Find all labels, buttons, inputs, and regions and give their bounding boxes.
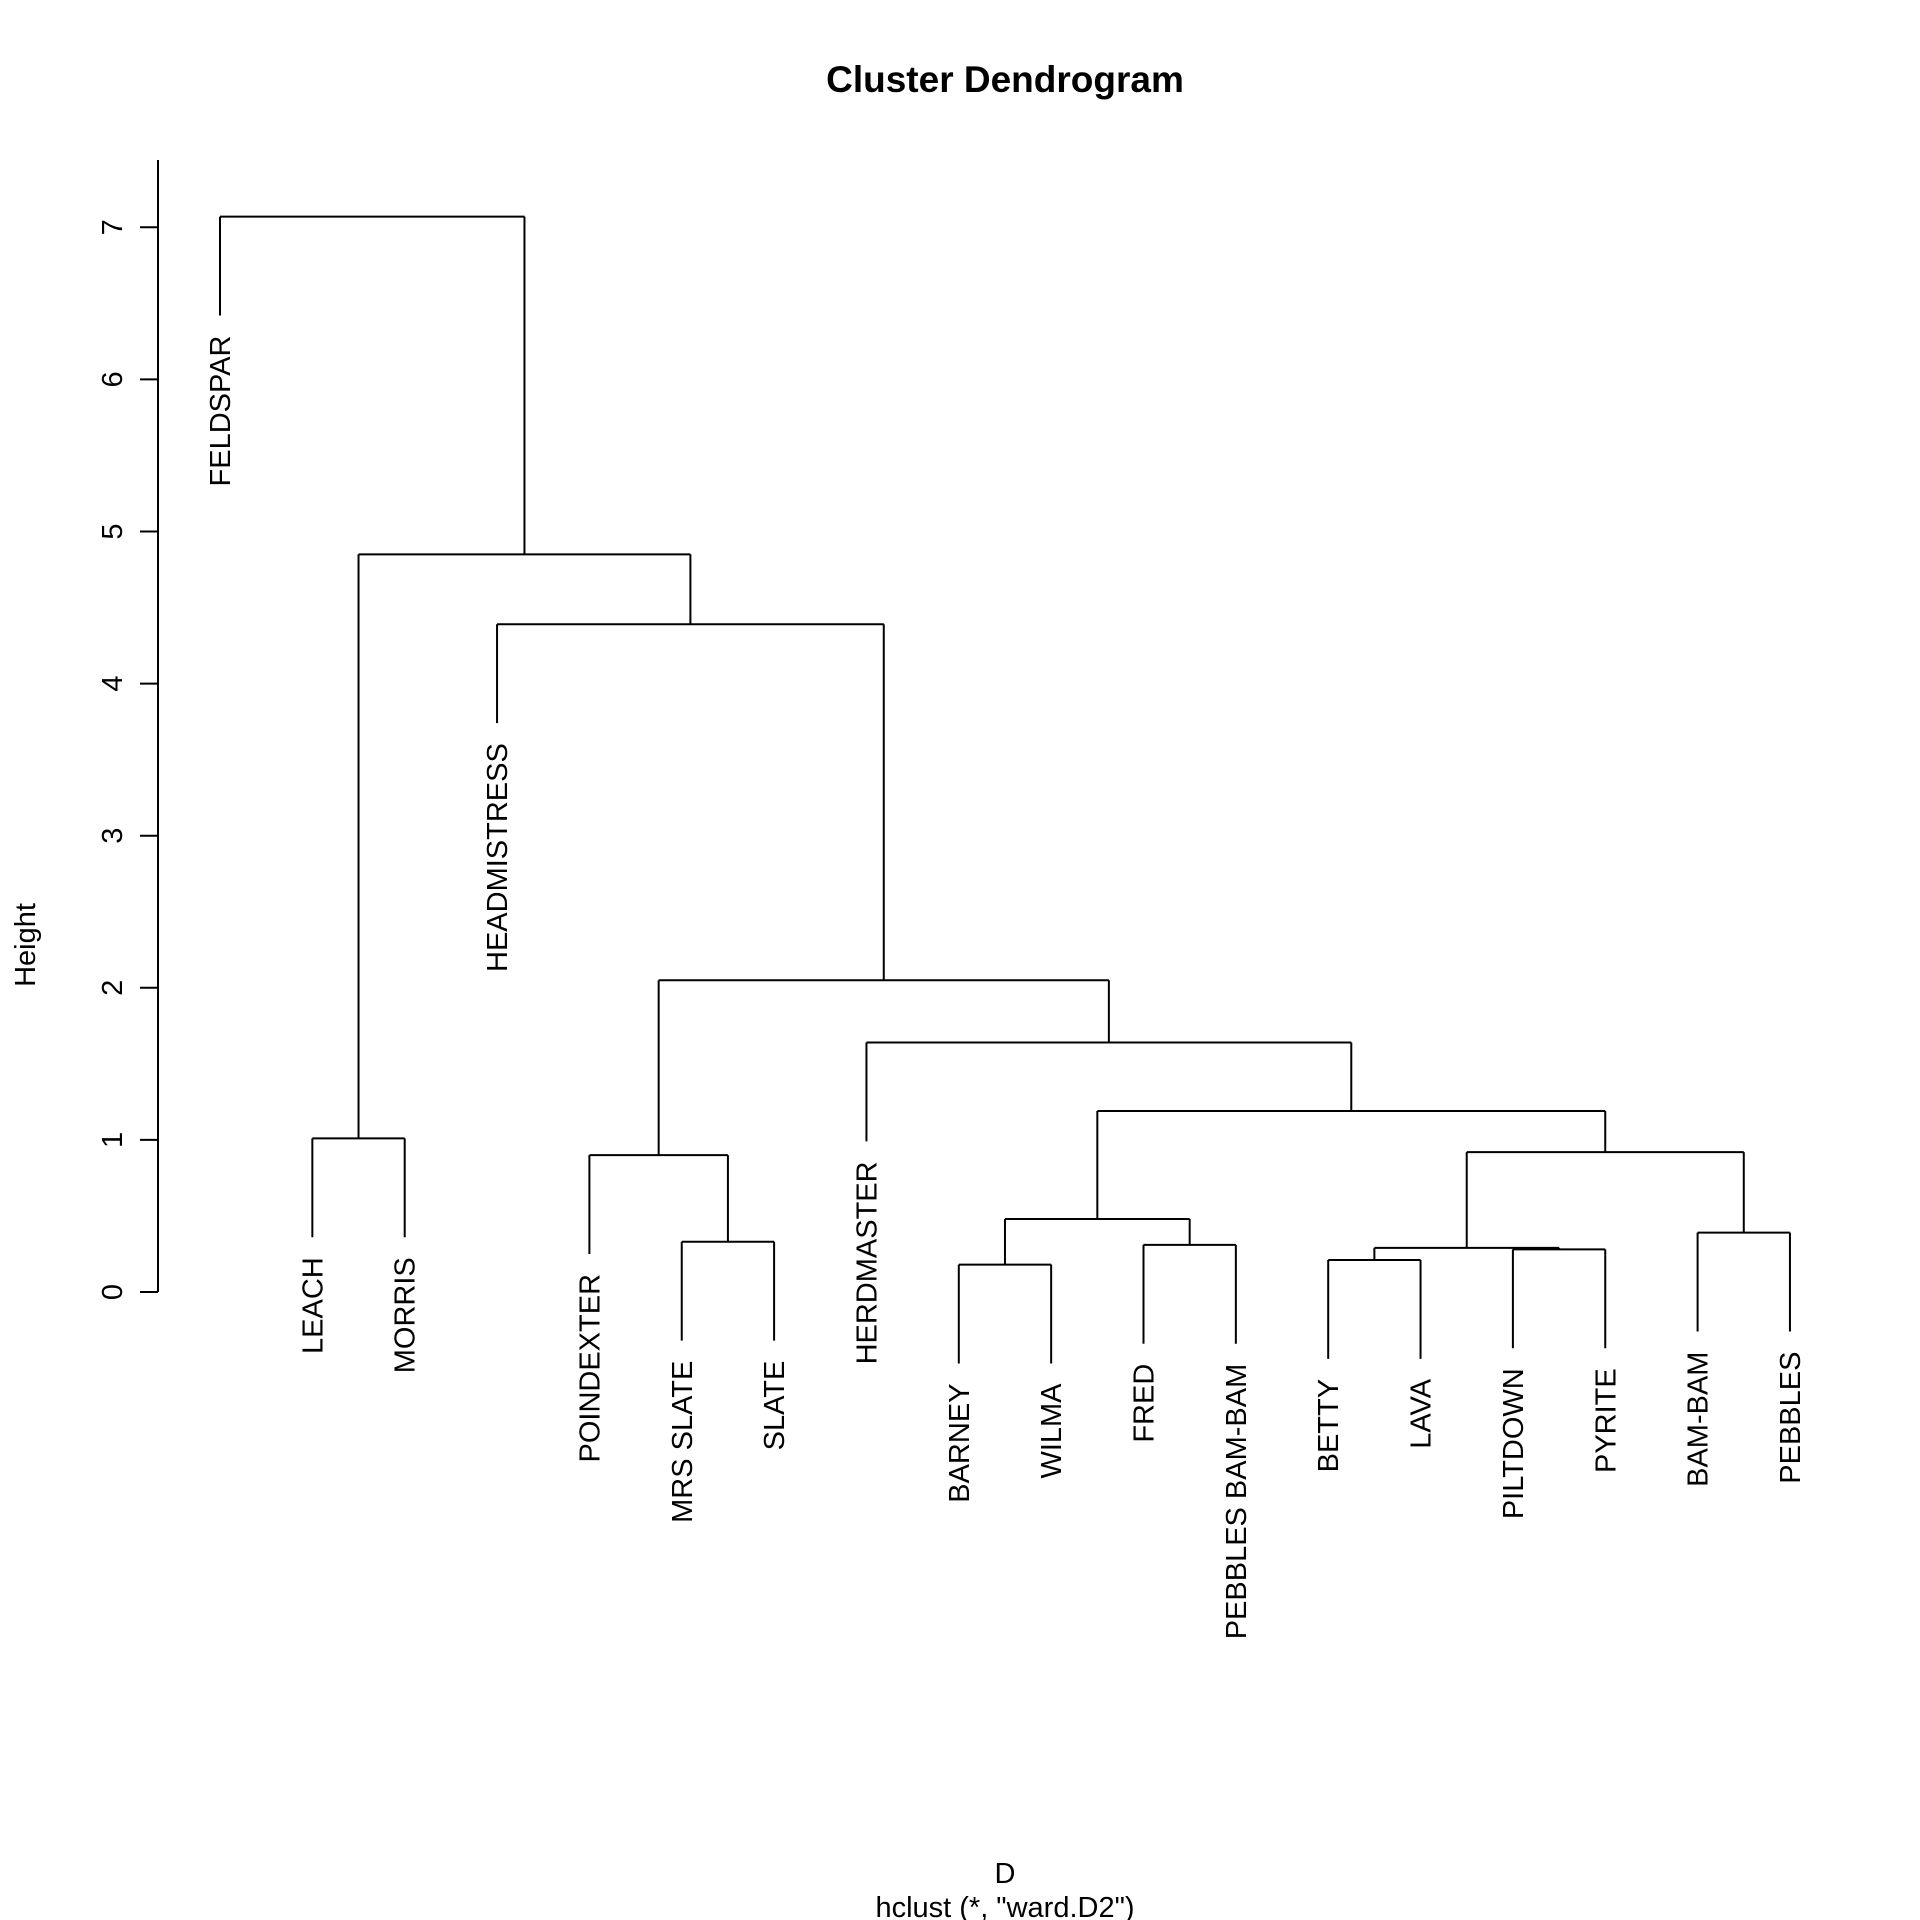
leaf-label: LAVA (1406, 1378, 1438, 1449)
y-axis: 0 1 2 3 4 5 6 7 (97, 160, 159, 1300)
chart-subtitle: hclust (*, "ward.D2") (875, 1892, 1134, 1920)
leaf-label: SLATE (759, 1361, 791, 1451)
leaf-label: WILMA (1036, 1383, 1068, 1479)
leaf-label: MRS SLATE (667, 1361, 699, 1523)
leaf-label: HEADMISTRESS (482, 743, 514, 972)
y-tick-label: 2 (97, 980, 129, 996)
leaf-label: PEBBLES BAM-BAM (1221, 1364, 1253, 1640)
leaf-label: BARNEY (944, 1383, 976, 1502)
leaf-label: BAM-BAM (1683, 1352, 1715, 1487)
y-axis-label: Height (10, 903, 42, 987)
y-tick-label: 5 (97, 523, 129, 539)
y-tick-label: 3 (97, 828, 129, 844)
y-tick-label: 0 (97, 1284, 129, 1300)
leaf-label: BETTY (1313, 1379, 1345, 1472)
leaf-label: FRED (1129, 1364, 1161, 1443)
leaf-label: PEBBLES (1775, 1352, 1807, 1484)
leaf-label: LEACH (297, 1257, 329, 1354)
x-axis-label: D (995, 1858, 1016, 1890)
dendrogram-branches (219, 215, 1791, 1364)
y-tick-label: 7 (97, 219, 129, 235)
dendrogram-leaf-labels: FELDSPAR LEACH MORRIS HEADMISTRESS POINDEXTE… (205, 336, 1807, 1640)
chart-title: Cluster Dendrogram (826, 59, 1184, 100)
leaf-label: PILTDOWN (1498, 1368, 1530, 1519)
y-tick-label: 4 (97, 676, 129, 692)
leaf-label: FELDSPAR (205, 336, 237, 487)
leaf-label: HERDMASTER (851, 1161, 883, 1364)
leaf-label: POINDEXTER (574, 1274, 606, 1463)
leaf-label: PYRITE (1590, 1368, 1622, 1473)
y-axis-ticks: 0 1 2 3 4 5 6 7 (97, 219, 158, 1300)
y-tick-label: 1 (97, 1132, 129, 1148)
leaf-label: MORRIS (390, 1257, 422, 1373)
y-tick-label: 6 (97, 371, 129, 387)
